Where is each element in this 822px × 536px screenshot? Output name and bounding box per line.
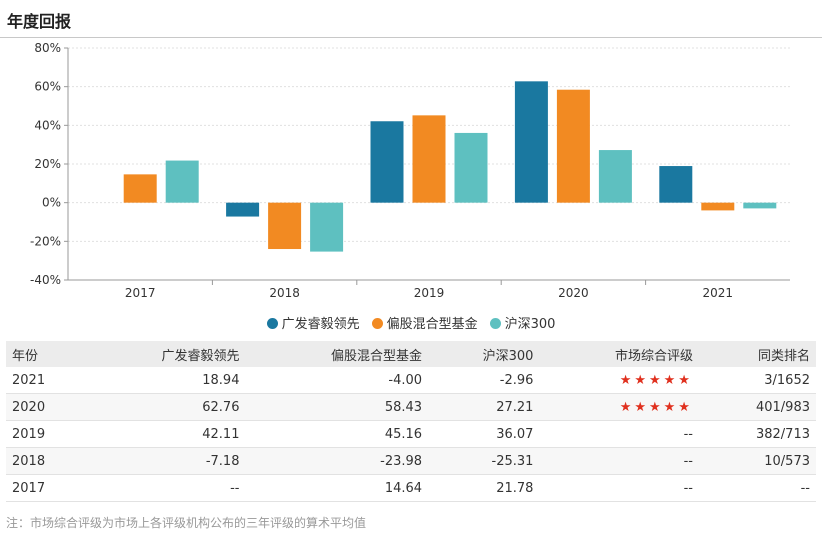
star-rating-icon: ★★★★★ — [619, 399, 693, 415]
table-cell: 10/573 — [698, 447, 816, 475]
annual-return-table: 年份 广发睿毅领先 偏股混合型基金 沪深300 市场综合评级 同类排名 2021 18.94… — [6, 341, 816, 502]
table-header-cell: 偏股混合型基金 — [245, 341, 429, 367]
legend-dot-icon — [371, 318, 383, 329]
legend-item-3[interactable]: 沪深300 — [489, 313, 556, 332]
table-cell: 21.78 — [428, 474, 540, 502]
table-cell: -4.00 — [245, 367, 429, 394]
table-cell: -- — [85, 474, 246, 502]
x-tick-label: 2021 — [703, 286, 734, 300]
rating-cell: -- — [539, 420, 699, 448]
bar-1-2018 — [226, 202, 260, 217]
bar-1-2020 — [514, 81, 548, 203]
table-row: 2020 62.76 58.43 27.21 ★★★★★ 401/983 — [6, 393, 816, 421]
table-header-row: 年份 广发睿毅领先 偏股混合型基金 沪深300 市场综合评级 同类排名 — [6, 341, 816, 367]
y-tick-label: -20% — [30, 234, 61, 248]
table-cell: -7.18 — [85, 447, 246, 475]
y-tick-label: 0% — [42, 196, 61, 210]
table-cell: 27.21 — [428, 393, 540, 421]
table-header-cell: 广发睿毅领先 — [85, 341, 246, 367]
rating-cell: ★★★★★ — [539, 393, 699, 421]
y-tick-label: -40% — [30, 273, 61, 287]
table-cell: 401/983 — [698, 393, 816, 421]
table-cell: 18.94 — [85, 367, 246, 394]
table-cell: 36.07 — [428, 420, 540, 448]
table-cell: 2021 — [6, 367, 86, 394]
table-cell: -25.31 — [428, 447, 540, 475]
legend-label: 偏股混合型基金 — [386, 317, 478, 332]
legend-dot-icon — [266, 318, 278, 329]
bar-2-2019 — [412, 115, 446, 203]
bar-3-2021 — [743, 202, 777, 209]
legend-label: 广发睿毅领先 — [281, 317, 360, 332]
bar-2-2020 — [556, 89, 590, 203]
table-cell: 14.64 — [245, 474, 429, 502]
y-tick-label: 60% — [34, 80, 61, 94]
table-row: 2021 18.94 -4.00 -2.96 ★★★★★ 3/1652 — [6, 367, 816, 394]
bar-3-2017 — [165, 160, 199, 203]
bar-3-2019 — [454, 132, 488, 203]
legend-item-1[interactable]: 广发睿毅领先 — [266, 313, 360, 332]
table-header-cell: 年份 — [6, 341, 86, 367]
legend-label: 沪深300 — [504, 317, 556, 332]
y-tick-label: 80% — [34, 41, 61, 55]
table-cell: 58.43 — [245, 393, 429, 421]
annual-return-bar-chart: -40% -20% 0% 20% 40% 60% 80% 2017 2018 2019 2020 20… — [30, 41, 790, 300]
star-rating-icon: ★★★★★ — [619, 372, 693, 388]
table-row: 2019 42.11 45.16 36.07 -- 382/713 — [6, 420, 816, 448]
rating-cell: -- — [539, 447, 699, 475]
footnote: 注：市场综合评级为市场上各评级机构公布的三年评级的算术平均值 — [6, 516, 367, 530]
table-header-cell: 同类排名 — [698, 341, 816, 367]
x-tick-label: 2019 — [414, 286, 445, 300]
bar-3-2020 — [598, 150, 632, 203]
table-cell: 382/713 — [698, 420, 816, 448]
legend-dot-icon — [489, 318, 501, 329]
table-cell: 2017 — [6, 474, 86, 502]
table-cell: 2018 — [6, 447, 86, 475]
legend-item-2[interactable]: 偏股混合型基金 — [371, 313, 478, 332]
section-title: 年度回报 — [7, 12, 72, 31]
bar-1-2021 — [659, 166, 693, 203]
table-header-cell: 沪深300 — [428, 341, 540, 367]
table-cell: 62.76 — [85, 393, 246, 421]
table-cell: 42.11 — [85, 420, 246, 448]
table-cell: 45.16 — [245, 420, 429, 448]
table-cell: -2.96 — [428, 367, 540, 394]
bar-2-2021 — [701, 202, 735, 211]
table-cell: -- — [698, 474, 816, 502]
table-row: 2018 -7.18 -23.98 -25.31 -- 10/573 — [6, 447, 816, 475]
bar-2-2018 — [268, 202, 302, 250]
table-cell: 2020 — [6, 393, 86, 421]
y-tick-label: 40% — [34, 118, 61, 132]
x-tick-label: 2018 — [269, 286, 300, 300]
bar-3-2018 — [310, 202, 344, 252]
bar-1-2019 — [370, 121, 404, 203]
section-header: 年度回报 — [0, 0, 822, 38]
chart-legend: 广发睿毅领先 偏股混合型基金 沪深300 — [0, 313, 822, 332]
table-cell: -23.98 — [245, 447, 429, 475]
table-header-cell: 市场综合评级 — [539, 341, 699, 367]
y-tick-label: 20% — [34, 157, 61, 171]
x-tick-label: 2020 — [558, 286, 589, 300]
bar-2-2017 — [123, 174, 157, 203]
x-tick-label: 2017 — [125, 286, 156, 300]
rating-cell: ★★★★★ — [539, 367, 699, 394]
table-cell: 3/1652 — [698, 367, 816, 394]
table-row: 2017 -- 14.64 21.78 -- -- — [6, 474, 816, 502]
rating-cell: -- — [539, 474, 699, 502]
table-cell: 2019 — [6, 420, 86, 448]
